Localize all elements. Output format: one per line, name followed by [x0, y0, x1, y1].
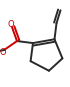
- Text: O: O: [0, 48, 6, 57]
- Text: O: O: [8, 20, 14, 29]
